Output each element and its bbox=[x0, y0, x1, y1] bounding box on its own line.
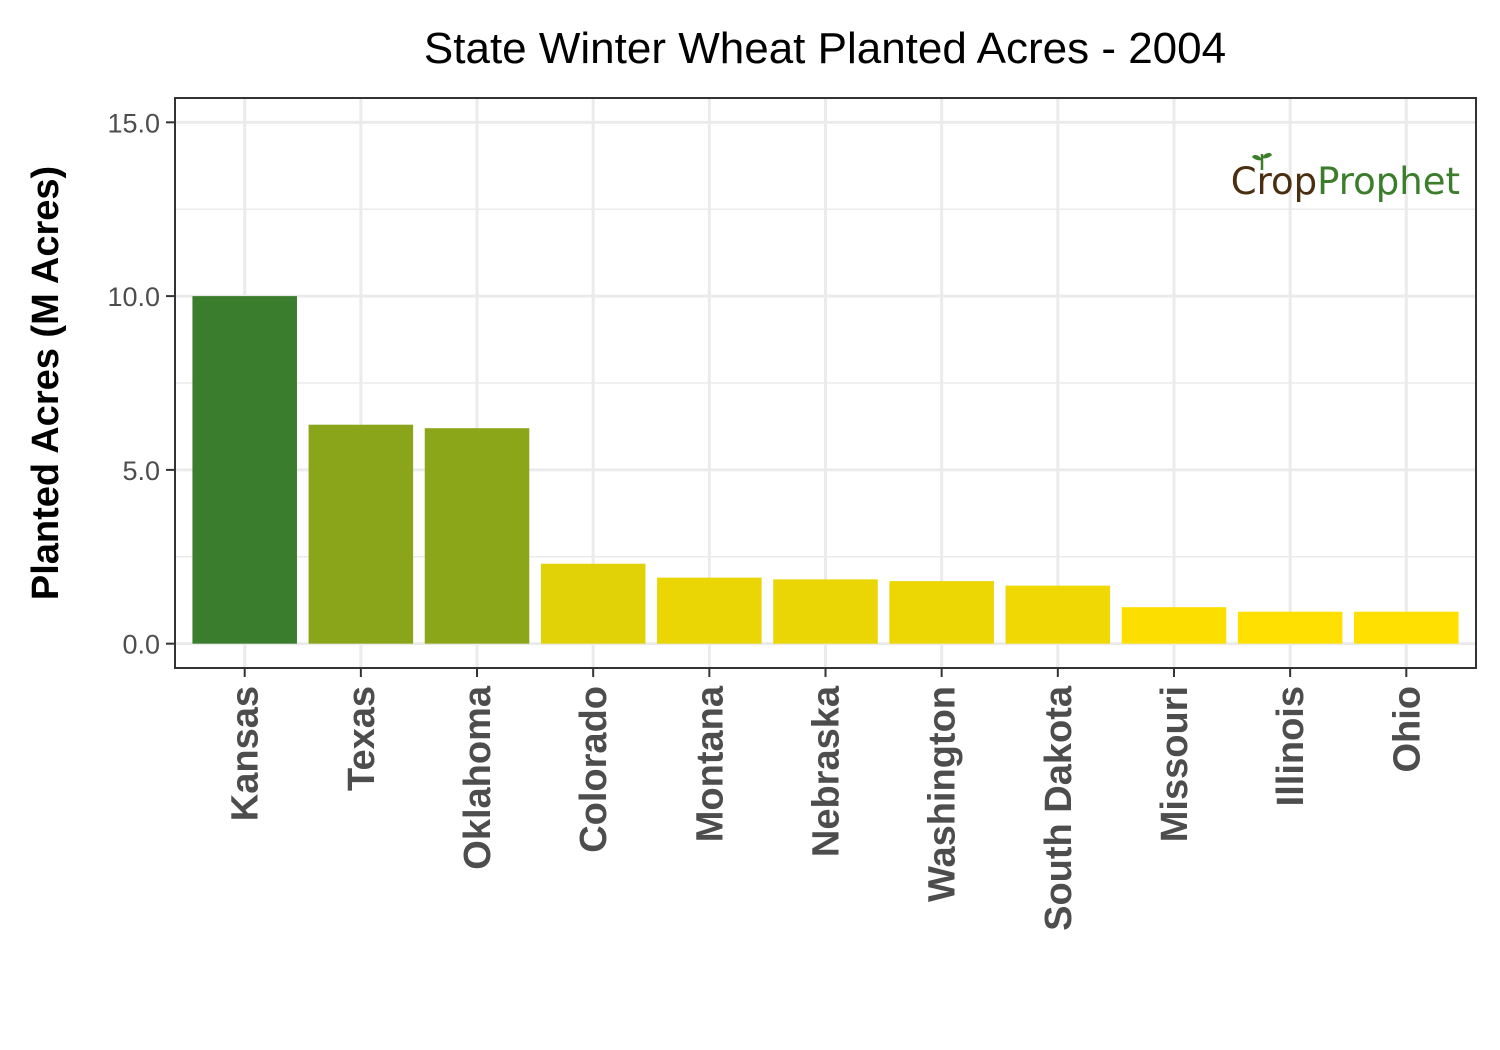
bar-washington bbox=[889, 581, 994, 644]
bar-texas bbox=[308, 424, 414, 644]
x-tick-label: Colorado bbox=[573, 686, 615, 853]
x-tick-label: Washington bbox=[922, 686, 964, 902]
bar-illinois bbox=[1237, 611, 1343, 644]
x-tick-label: Montana bbox=[689, 685, 731, 842]
x-tick-label: South Dakota bbox=[1038, 685, 1080, 931]
y-axis-title: Planted Acres (M Acres) bbox=[25, 166, 67, 600]
chart-title: State Winter Wheat Planted Acres - 2004 bbox=[424, 24, 1226, 73]
x-tick-label: Missouri bbox=[1154, 686, 1196, 842]
bar-montana bbox=[657, 577, 762, 644]
x-axis: Kansas Texas Oklahoma Colorado Montana Nebras… bbox=[225, 668, 1428, 931]
y-tick-label: 10.0 bbox=[107, 282, 160, 312]
x-tick-label: Ohio bbox=[1386, 686, 1428, 773]
y-tick-label: 5.0 bbox=[122, 456, 160, 486]
bar-south-dakota bbox=[1005, 585, 1111, 644]
bars-group bbox=[192, 296, 1459, 644]
bar-missouri bbox=[1121, 607, 1227, 644]
bar-ohio bbox=[1354, 611, 1459, 644]
x-tick-label: Illinois bbox=[1270, 686, 1312, 806]
bar-kansas bbox=[192, 296, 297, 644]
y-tick-label: 15.0 bbox=[107, 108, 160, 138]
sprout-icon bbox=[1252, 153, 1272, 170]
x-tick-label: Nebraska bbox=[806, 685, 848, 857]
x-tick-label: Oklahoma bbox=[457, 685, 499, 870]
x-tick-label: Kansas bbox=[225, 686, 267, 821]
bar-nebraska bbox=[773, 579, 878, 644]
svg-text:CropProphet: CropProphet bbox=[1231, 160, 1460, 203]
x-tick-label: Texas bbox=[341, 686, 383, 791]
cropprophet-logo: CropProphet bbox=[1231, 153, 1460, 203]
logo-word-crop: Crop bbox=[1231, 160, 1317, 203]
y-tick-label: 0.0 bbox=[122, 630, 160, 660]
logo-word-prophet: Prophet bbox=[1317, 160, 1460, 203]
bar-oklahoma bbox=[424, 428, 530, 644]
bar-colorado bbox=[540, 563, 646, 644]
y-axis: 0.0 5.0 10.0 15.0 bbox=[107, 108, 175, 660]
